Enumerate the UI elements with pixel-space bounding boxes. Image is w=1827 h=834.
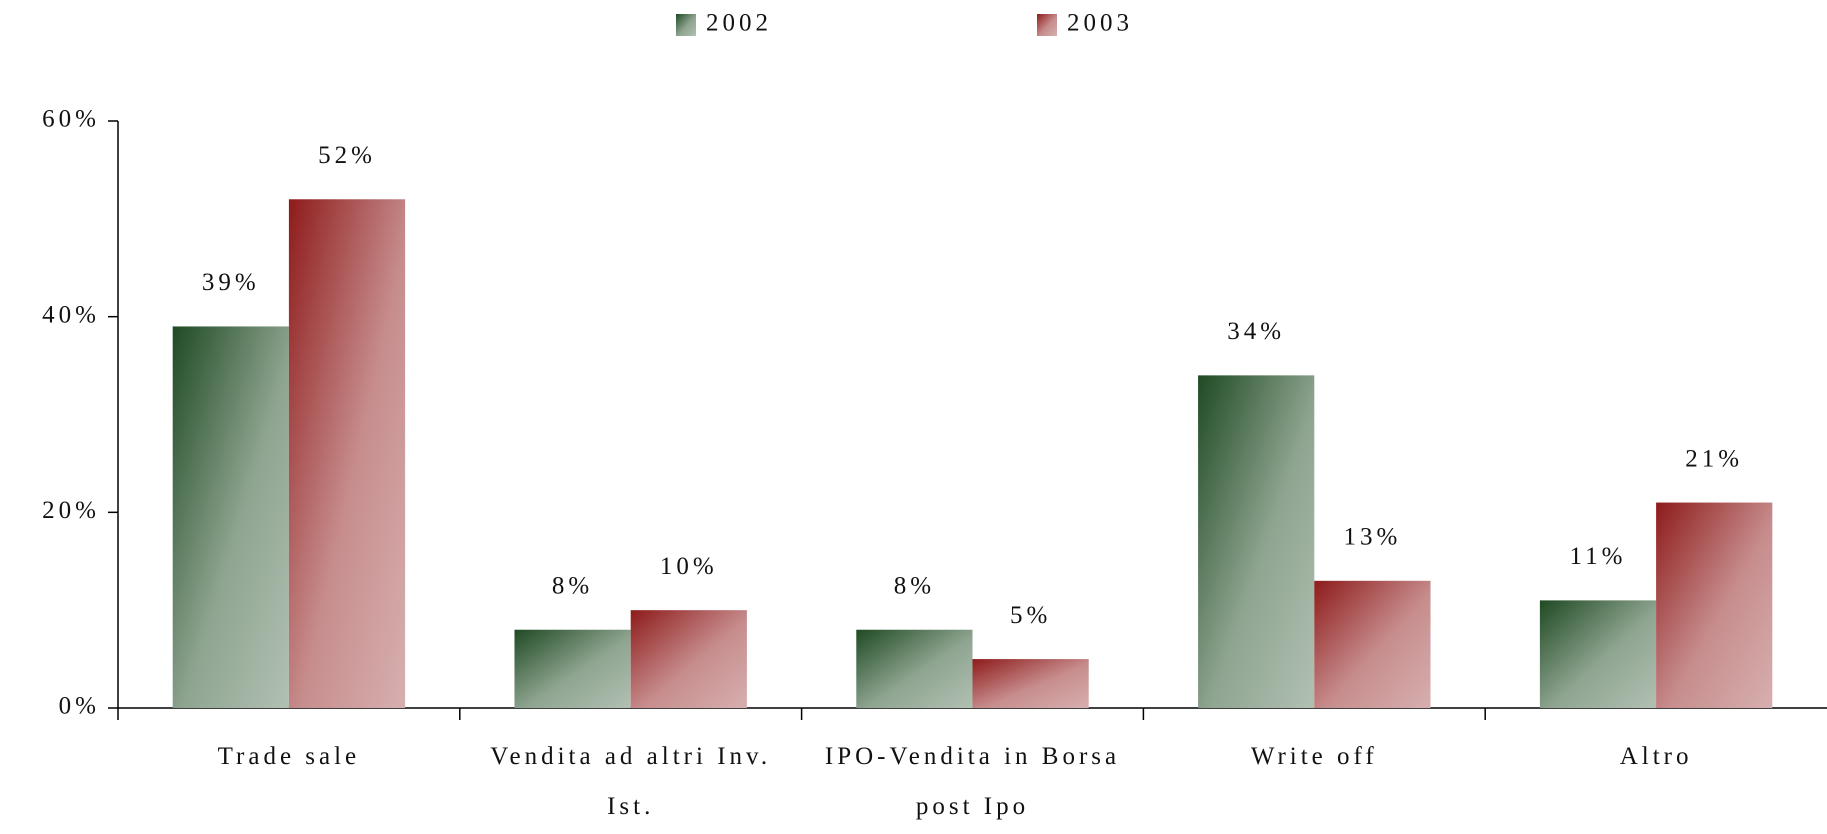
- y-tick-label: 60%: [42, 106, 100, 133]
- legend-label: 2003: [1067, 10, 1133, 37]
- data-label: 52%: [318, 142, 376, 169]
- legend-label: 2002: [706, 10, 772, 37]
- data-label: 10%: [660, 553, 718, 580]
- legend-swatch: [1037, 14, 1057, 36]
- x-tick-label: Write off: [1250, 743, 1378, 770]
- x-tick-label: Altro: [1619, 743, 1693, 770]
- data-label: 11%: [1570, 543, 1627, 570]
- data-label: 13%: [1343, 524, 1401, 551]
- data-label: 34%: [1227, 318, 1285, 345]
- bar: [172, 326, 289, 708]
- x-tick-label: Trade sale: [217, 743, 361, 770]
- bar: [972, 659, 1089, 708]
- y-tick-label: 20%: [42, 497, 100, 524]
- data-label: 8%: [894, 572, 935, 599]
- data-label: 5%: [1010, 602, 1051, 629]
- bar: [1198, 375, 1315, 708]
- y-tick-label: 40%: [42, 301, 100, 328]
- y-tick-label: 0%: [59, 693, 100, 720]
- bar: [1656, 502, 1773, 708]
- data-label: 39%: [202, 269, 260, 296]
- bar: [1314, 580, 1431, 708]
- data-label: 21%: [1685, 445, 1743, 472]
- x-tick-label: IPO-Vendita in Borsa post Ipo: [824, 743, 1121, 820]
- x-tick-label: Vendita ad altri Inv. Ist.: [490, 743, 772, 820]
- bar: [288, 199, 406, 708]
- legend-swatch: [676, 14, 696, 36]
- bar: [514, 629, 631, 708]
- bar: [630, 610, 747, 708]
- bar: [856, 629, 973, 708]
- data-label: 8%: [552, 572, 593, 599]
- bar: [1539, 600, 1657, 708]
